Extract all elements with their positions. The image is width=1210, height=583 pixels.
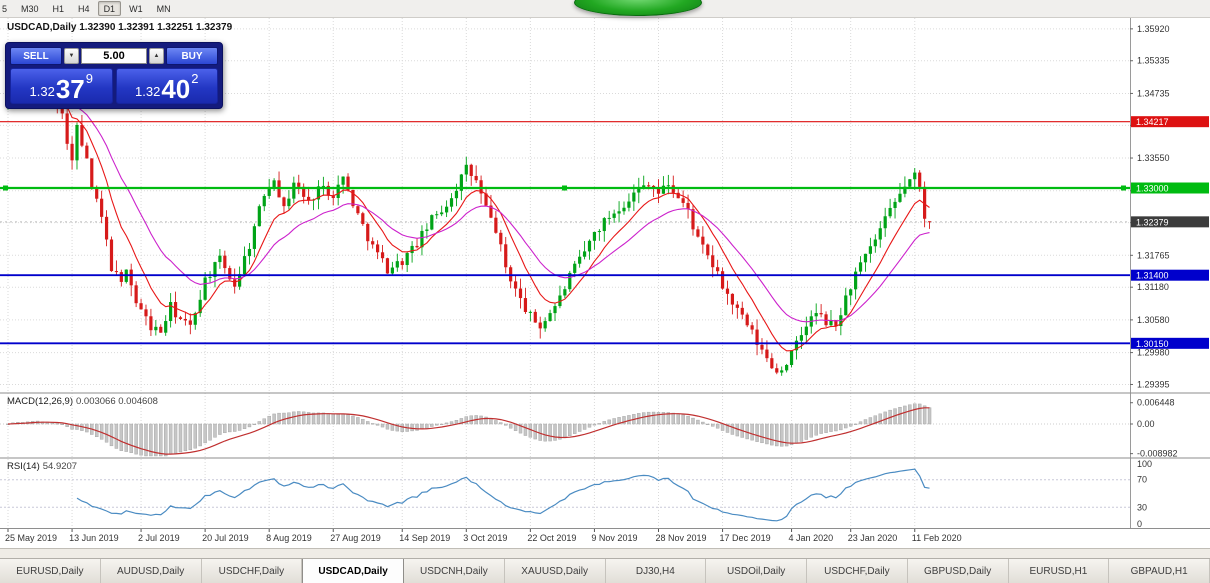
volume-increase-button[interactable]: ▲ [149,48,164,64]
timeframe-button-H1[interactable]: H1 [52,3,65,14]
buy-price-sup: 2 [191,71,199,86]
bottom-tab-AUDUSD-Daily[interactable]: AUDUSD,Daily [100,559,202,583]
svg-text:30: 30 [1137,502,1147,512]
svg-text:9 Nov 2019: 9 Nov 2019 [591,533,637,543]
sell-button[interactable]: SELL [10,47,62,65]
svg-text:1.30150: 1.30150 [1136,339,1169,349]
bottom-tab-USDCHF-Daily[interactable]: USDCHF,Daily [201,559,303,583]
bottom-tab-USDOil-Daily[interactable]: USDOil,Daily [706,559,807,583]
svg-text:13 Jun 2019: 13 Jun 2019 [69,533,119,543]
svg-text:25 May 2019: 25 May 2019 [5,533,57,543]
rsi-panel [76,468,930,522]
panel-resize-handles[interactable] [0,392,1210,529]
bottom-tab-XAUUSD-Daily[interactable]: XAUUSD,Daily [504,559,606,583]
chart-ohlc-info: USDCAD,Daily 1.32390 1.32391 1.32251 1.3… [7,22,233,33]
svg-text:1.33550: 1.33550 [1137,153,1170,163]
timeframe-button-W1[interactable]: W1 [129,3,143,14]
svg-text:1.29980: 1.29980 [1137,348,1170,358]
svg-text:1.33000: 1.33000 [1136,184,1169,194]
timeframe-button-MN[interactable]: MN [156,3,171,14]
bottom-tab-GBPUSD-Daily[interactable]: GBPUSD,Daily [907,559,1009,583]
svg-text:1.31765: 1.31765 [1137,250,1170,260]
svg-text:1.31400: 1.31400 [1136,271,1169,281]
sell-price-base: 1.32 [29,84,55,99]
candles [6,65,932,376]
svg-text:0: 0 [1137,519,1142,529]
bottom-tab-DJ30-H4[interactable]: DJ30,H4 [605,559,707,583]
svg-text:0.006448: 0.006448 [1137,398,1175,408]
buy-button[interactable]: BUY [166,47,218,65]
sell-price-button[interactable]: 1.32 37 9 [10,68,113,104]
svg-text:1.34217: 1.34217 [1136,117,1169,127]
svg-text:22 Oct 2019: 22 Oct 2019 [527,533,576,543]
bottom-tab-EURUSD-Daily[interactable]: EURUSD,Daily [0,559,101,583]
svg-text:2 Jul 2019: 2 Jul 2019 [138,533,180,543]
price-chart[interactable]: 1.35920 1.35335 1.34735 1.33550 1.31765 1.311… [0,18,1210,558]
rsi-value: 54.9207 [42,461,78,472]
buy-price-big: 40 [161,73,191,104]
svg-text:3 Oct 2019: 3 Oct 2019 [463,533,507,543]
timeframe-button-D1[interactable]: D1 [97,1,122,16]
moving-averages [7,84,930,352]
timeframe-button-M30[interactable]: M30 [21,3,39,14]
svg-text:20 Jul 2019: 20 Jul 2019 [202,533,249,543]
trade-controls-row: SELL ▼ ▲ BUY [10,47,218,65]
chart-tabs-bar: EURUSD,Daily AUDUSD,Daily USDCHF,Daily USDC… [0,558,1210,583]
macd-name: MACD(12,26,9) [7,396,73,407]
buy-price-button[interactable]: 1.32 40 2 [115,68,218,104]
svg-text:28 Nov 2019: 28 Nov 2019 [655,533,706,543]
svg-text:11 Feb 2020: 11 Feb 2020 [912,533,962,543]
sell-price-big: 37 [55,73,85,104]
macd-panel [6,403,932,457]
svg-text:1.29395: 1.29395 [1137,379,1170,389]
svg-text:1.30580: 1.30580 [1137,315,1170,325]
trade-prices-row: 1.32 37 9 1.32 40 2 [10,68,218,104]
bottom-tab-USDCNH-Daily[interactable]: USDCNH,Daily [404,559,505,583]
bottom-tab-USDCHF-Daily[interactable]: USDCHF,Daily [807,559,908,583]
horizontal-lines[interactable] [0,121,1130,345]
bottom-tab-GBPAUD-H1[interactable]: GBPAUD,H1 [1109,559,1210,583]
volume-input[interactable] [81,48,147,64]
svg-text:100: 100 [1137,459,1152,469]
svg-text:1.31180: 1.31180 [1137,282,1169,292]
rsi-name: RSI(14) [7,461,40,472]
svg-text:14 Sep 2019: 14 Sep 2019 [399,533,450,543]
bottom-tab-EURUSD-H1[interactable]: EURUSD,H1 [1008,559,1110,583]
svg-text:0.00: 0.00 [1137,419,1155,429]
timeframe-button-H4[interactable]: H4 [78,3,90,14]
svg-text:17 Dec 2019: 17 Dec 2019 [720,533,771,543]
svg-text:-0.008982: -0.008982 [1137,449,1178,459]
svg-text:1.35335: 1.35335 [1137,56,1170,66]
svg-text:4 Jan 2020: 4 Jan 2020 [789,533,834,543]
volume-decrease-button[interactable]: ▼ [64,48,79,64]
svg-text:1.32379: 1.32379 [1136,217,1169,227]
svg-text:1.34735: 1.34735 [1137,88,1170,98]
macd-values: 0.003066 0.004608 [76,396,158,407]
timeframe-button-5[interactable]: 5 [2,3,8,14]
svg-text:8 Aug 2019: 8 Aug 2019 [266,533,312,543]
sell-price-sup: 9 [85,71,93,86]
price-axis[interactable]: 1.35920 1.35335 1.34735 1.33550 1.31765 1.311… [1130,18,1210,529]
svg-text:23 Jan 2020: 23 Jan 2020 [848,533,898,543]
svg-text:27 Aug 2019: 27 Aug 2019 [330,533,381,543]
svg-text:1.35920: 1.35920 [1137,24,1170,34]
buy-price-base: 1.32 [135,84,161,99]
date-axis[interactable]: 25 May 2019 13 Jun 2019 2 Jul 2019 20 Jul 2… [0,529,1210,558]
rsi-indicator-label: RSI(14) 54.9207 [7,461,77,472]
bottom-tab-USDCAD-Daily[interactable]: USDCAD,Daily [302,559,404,583]
svg-text:70: 70 [1137,475,1147,485]
macd-indicator-label: MACD(12,26,9) 0.003066 0.004608 [7,396,158,407]
